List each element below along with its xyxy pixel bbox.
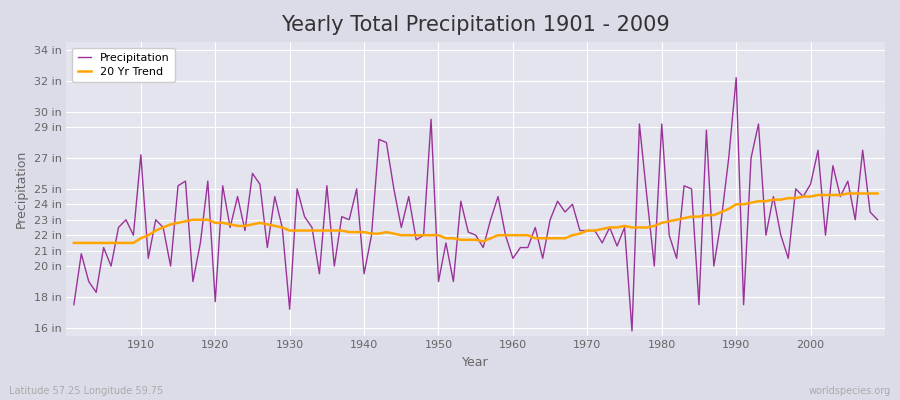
Precipitation — [872, 217, 883, 222]
Line: Precipitation: Precipitation — [74, 78, 878, 331]
Precipitation — [626, 328, 637, 333]
Precipitation — [731, 75, 742, 80]
Precipitation — [597, 240, 608, 245]
20 Yr Trend — [68, 240, 79, 245]
20 Yr Trend — [842, 191, 853, 196]
Y-axis label: Precipitation: Precipitation — [15, 150, 28, 228]
X-axis label: Year: Year — [463, 356, 489, 369]
Precipitation — [337, 214, 347, 219]
20 Yr Trend — [337, 228, 347, 233]
Legend: Precipitation, 20 Yr Trend: Precipitation, 20 Yr Trend — [72, 48, 176, 82]
20 Yr Trend — [500, 233, 511, 238]
Title: Yearly Total Precipitation 1901 - 2009: Yearly Total Precipitation 1901 - 2009 — [282, 15, 670, 35]
20 Yr Trend — [508, 233, 518, 238]
20 Yr Trend — [128, 240, 139, 245]
20 Yr Trend — [292, 228, 302, 233]
Precipitation — [292, 186, 302, 191]
Precipitation — [500, 233, 511, 238]
Precipitation — [508, 256, 518, 261]
Line: 20 Yr Trend: 20 Yr Trend — [74, 194, 878, 243]
Text: worldspecies.org: worldspecies.org — [809, 386, 891, 396]
Precipitation — [68, 302, 79, 307]
20 Yr Trend — [597, 227, 608, 232]
Precipitation — [128, 233, 139, 238]
20 Yr Trend — [872, 191, 883, 196]
Text: Latitude 57.25 Longitude 59.75: Latitude 57.25 Longitude 59.75 — [9, 386, 163, 396]
